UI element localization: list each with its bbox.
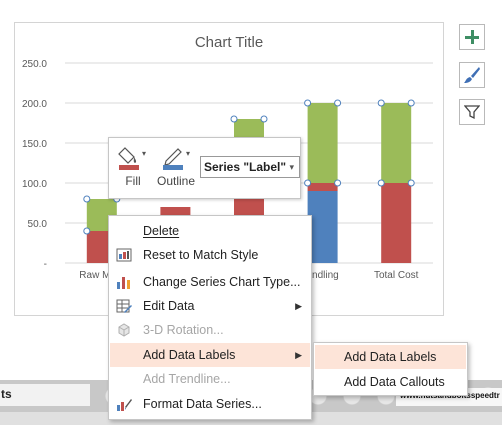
menu-item-label: Add Trendline... bbox=[143, 372, 231, 386]
menu-item-label: Delete bbox=[143, 224, 180, 238]
dropdown-arrow-icon: ▾ bbox=[289, 162, 294, 172]
selection-handle[interactable] bbox=[334, 99, 342, 107]
fill-bucket-icon: ▾ bbox=[118, 147, 146, 170]
bar-segment[interactable] bbox=[307, 103, 338, 183]
menu-item-label: Change Series Chart Type... bbox=[143, 275, 301, 289]
y-tick-label: 100.0 bbox=[22, 179, 47, 190]
submenu-arrow-icon: ▶ bbox=[295, 350, 302, 360]
menu-item-label: Format Data Series... bbox=[143, 397, 262, 411]
svg-text:▾: ▾ bbox=[186, 149, 190, 158]
y-tick-label: - bbox=[44, 259, 47, 270]
selection-handle[interactable] bbox=[83, 227, 91, 235]
selection-handle[interactable] bbox=[230, 115, 238, 123]
edit-data-icon bbox=[116, 299, 132, 313]
selection-handle[interactable] bbox=[407, 179, 415, 187]
format-series-icon bbox=[117, 399, 132, 411]
svg-text:▾: ▾ bbox=[142, 149, 146, 158]
selection-handle[interactable] bbox=[377, 179, 385, 187]
filter-icon bbox=[464, 105, 480, 120]
selection-handle[interactable] bbox=[260, 115, 268, 123]
footer-left-panel bbox=[0, 384, 90, 406]
menu-item-delete[interactable]: Delete bbox=[110, 219, 310, 243]
x-tick-label: andling bbox=[306, 270, 338, 281]
chart-title[interactable]: Chart Title bbox=[195, 34, 263, 51]
paintbrush-icon bbox=[464, 67, 480, 83]
bar-segment[interactable] bbox=[307, 183, 338, 191]
menu-item-label: Reset to Match Style bbox=[143, 248, 259, 262]
menu-item-format-data-series[interactable]: Format Data Series... bbox=[110, 392, 310, 416]
y-tick-label: 50.0 bbox=[28, 219, 48, 230]
selection-handle[interactable] bbox=[407, 99, 415, 107]
y-tick-label: 250.0 bbox=[22, 59, 47, 70]
footer-left-text: ts bbox=[1, 387, 12, 401]
selection-handle[interactable] bbox=[83, 195, 91, 203]
series-select[interactable]: Series "Label" ▾ bbox=[200, 156, 300, 178]
reset-style-icon bbox=[116, 248, 132, 262]
add-data-labels-submenu: Add Data Labels Add Data Callouts bbox=[313, 342, 468, 396]
selection-handle[interactable] bbox=[377, 99, 385, 107]
outline-button[interactable]: ▾ Outline bbox=[155, 142, 197, 196]
outline-pen-icon: ▾ bbox=[163, 148, 190, 170]
submenu-item-add-data-callouts[interactable]: Add Data Callouts bbox=[315, 370, 466, 394]
outline-label: Outline bbox=[156, 174, 196, 188]
chart-styles-button[interactable] bbox=[459, 62, 485, 88]
x-tick-label: Raw Mate bbox=[79, 270, 124, 281]
menu-item-add-data-labels[interactable]: Add Data Labels ▶ bbox=[110, 343, 310, 367]
selection-handle[interactable] bbox=[304, 179, 312, 187]
submenu-arrow-icon: ▶ bbox=[295, 301, 302, 311]
chart-filters-button[interactable] bbox=[459, 99, 485, 125]
plus-icon bbox=[465, 30, 479, 44]
menu-item-reset-style[interactable]: Reset to Match Style bbox=[110, 243, 310, 267]
menu-item-edit-data[interactable]: Edit Data ▶ bbox=[110, 294, 310, 318]
menu-item-label: Add Data Labels bbox=[143, 348, 236, 362]
series-select-value: Series "Label" bbox=[204, 160, 287, 174]
y-tick-label: 200.0 bbox=[22, 99, 47, 110]
fill-button[interactable]: ▾ Fill bbox=[115, 142, 151, 196]
chart-type-icon bbox=[117, 277, 130, 289]
bar-segment[interactable] bbox=[381, 103, 412, 183]
bar-segment[interactable] bbox=[381, 183, 412, 263]
rotation-icon bbox=[118, 323, 130, 337]
selection-handle[interactable] bbox=[304, 99, 312, 107]
selection-handle[interactable] bbox=[334, 179, 342, 187]
menu-item-add-trendline: Add Trendline... bbox=[110, 367, 310, 391]
chart-elements-button[interactable] bbox=[459, 24, 485, 50]
submenu-item-label: Add Data Callouts bbox=[344, 375, 445, 389]
submenu-item-label: Add Data Labels bbox=[344, 350, 437, 364]
menu-item-change-chart-type[interactable]: Change Series Chart Type... bbox=[110, 270, 310, 294]
menu-item-label: Edit Data bbox=[143, 299, 195, 313]
bar-segment[interactable] bbox=[307, 191, 338, 263]
fill-label: Fill bbox=[125, 174, 141, 188]
y-tick-label: 150.0 bbox=[22, 139, 47, 150]
menu-item-label: 3-D Rotation... bbox=[143, 323, 224, 337]
mini-toolbar: ▾ Fill ▾ Outline Series "Label" ▾ bbox=[108, 137, 301, 199]
menu-item-3d-rotation: 3-D Rotation... bbox=[110, 318, 310, 342]
x-tick-label: Total Cost bbox=[374, 270, 419, 281]
submenu-item-add-data-labels[interactable]: Add Data Labels bbox=[315, 345, 466, 369]
context-menu: Delete Reset to Match Style Change Serie… bbox=[108, 215, 312, 420]
